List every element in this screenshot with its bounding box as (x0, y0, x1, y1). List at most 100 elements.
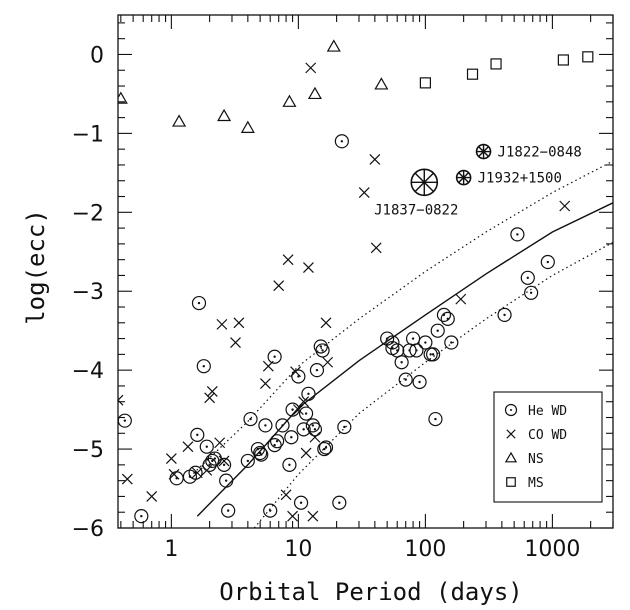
marker-dot (211, 459, 214, 463)
marker-circle (196, 359, 211, 374)
co-wd-point-6 (191, 467, 203, 479)
marker-circle (426, 347, 441, 362)
he-wd-point-6 (191, 295, 207, 311)
marker-dot (424, 341, 427, 344)
y-axis-title: log(ecc) (22, 209, 50, 325)
co-wd-point-2 (146, 491, 158, 502)
co-wd-point-25 (303, 262, 314, 273)
marker-dot (311, 424, 315, 427)
marker-dot (140, 514, 143, 518)
marker-dot (224, 479, 228, 482)
co-wd-point-19 (282, 254, 294, 266)
marker-circle (510, 227, 525, 242)
co-wd-point-24 (300, 447, 312, 459)
co-wd-point-9 (206, 386, 218, 397)
marker-dot (503, 313, 506, 317)
co-wd-point-29 (320, 317, 332, 329)
x-tick-label: 1 (164, 537, 178, 562)
marker-circle (428, 411, 443, 427)
he-wd-point-39 (317, 441, 332, 457)
he-wd-point-15 (240, 453, 255, 469)
marker-dot (319, 345, 322, 348)
pulsar-label: J1932+1500 (478, 171, 562, 187)
pulsar-2: J1837−0822 (374, 168, 458, 218)
y-tick-label: −5 (72, 438, 104, 463)
he-wd-point-54 (418, 335, 433, 350)
marker-dot (415, 349, 418, 352)
marker-circle (190, 427, 205, 442)
marker-dot (246, 459, 250, 463)
he-wd-point-13 (219, 473, 234, 488)
marker-circle (219, 473, 234, 488)
marker-circle (307, 422, 323, 437)
marker-dot (273, 355, 276, 358)
pulsar-star (456, 170, 471, 185)
x-tick-label: 100 (404, 537, 446, 562)
marker-circle (188, 465, 203, 480)
legend-label-1: CO WD (528, 428, 567, 443)
he-wd-point-26 (282, 457, 297, 472)
marker-dot (431, 353, 435, 356)
co-wd-point-5 (182, 441, 194, 453)
ns-point-5 (307, 86, 322, 100)
marker-dot (450, 341, 453, 344)
marker-circle (134, 509, 149, 524)
marker-circle (540, 254, 555, 270)
co-wd-point-0 (118, 394, 124, 406)
marker-circle (267, 438, 282, 453)
he-wd-point-36 (309, 363, 325, 378)
marker-circle (332, 495, 347, 510)
x-tick-label: 1000 (524, 537, 580, 562)
marker-circle (440, 311, 455, 326)
ns-point-7 (374, 77, 389, 90)
marker-dot (526, 276, 529, 280)
he-wd-point-2 (169, 471, 184, 486)
he-wd-point-51 (405, 331, 421, 346)
marker-dot (299, 501, 303, 504)
co-wd-point-22 (292, 404, 304, 416)
marker-circle (504, 403, 518, 417)
he-wd-point-33 (301, 386, 316, 401)
he-wd-point-8 (199, 439, 214, 454)
he-wd-point-40 (318, 440, 334, 455)
co-wd-point-12 (218, 455, 230, 467)
co-wd-point-21 (290, 366, 301, 378)
he-wd-point-43 (337, 419, 352, 435)
co-wd-point-23 (298, 396, 310, 408)
marker-circle (334, 134, 349, 149)
marker-dot (273, 443, 276, 447)
ns-point-1 (172, 114, 187, 127)
marker-circle (275, 418, 290, 433)
he-wd-point-38 (315, 343, 330, 358)
marker-dot (429, 353, 432, 356)
legend-marker-3 (506, 477, 516, 487)
marker-circle (409, 343, 424, 358)
ns-point-2 (217, 108, 232, 122)
ms-point-3 (557, 54, 569, 66)
marker-dot (418, 380, 421, 384)
marker-circle (394, 355, 409, 370)
marker-dot (123, 419, 127, 422)
ns-point-0 (118, 91, 128, 104)
marker-dot (260, 453, 263, 456)
marker-dot (307, 392, 310, 396)
ms-point-0 (419, 77, 431, 89)
co-wd-point-16 (262, 360, 274, 372)
marker-circle (412, 374, 427, 390)
ns-point-3 (240, 120, 255, 133)
marker-dot (343, 425, 346, 429)
co-wd-point-35 (559, 200, 571, 212)
marker-circle (418, 335, 433, 350)
he-wd-point-31 (296, 422, 311, 437)
he-wd-point-21 (263, 503, 278, 518)
marker-circle (243, 411, 258, 427)
plot-frame (117, 14, 614, 529)
marker-circle (309, 363, 325, 378)
marker-dot (202, 365, 205, 368)
co-wd-point-3 (165, 453, 177, 464)
marker-dot (205, 445, 208, 448)
marker-circle (284, 430, 299, 445)
marker-dot (323, 447, 326, 451)
he-wd-point-64 (520, 270, 535, 285)
